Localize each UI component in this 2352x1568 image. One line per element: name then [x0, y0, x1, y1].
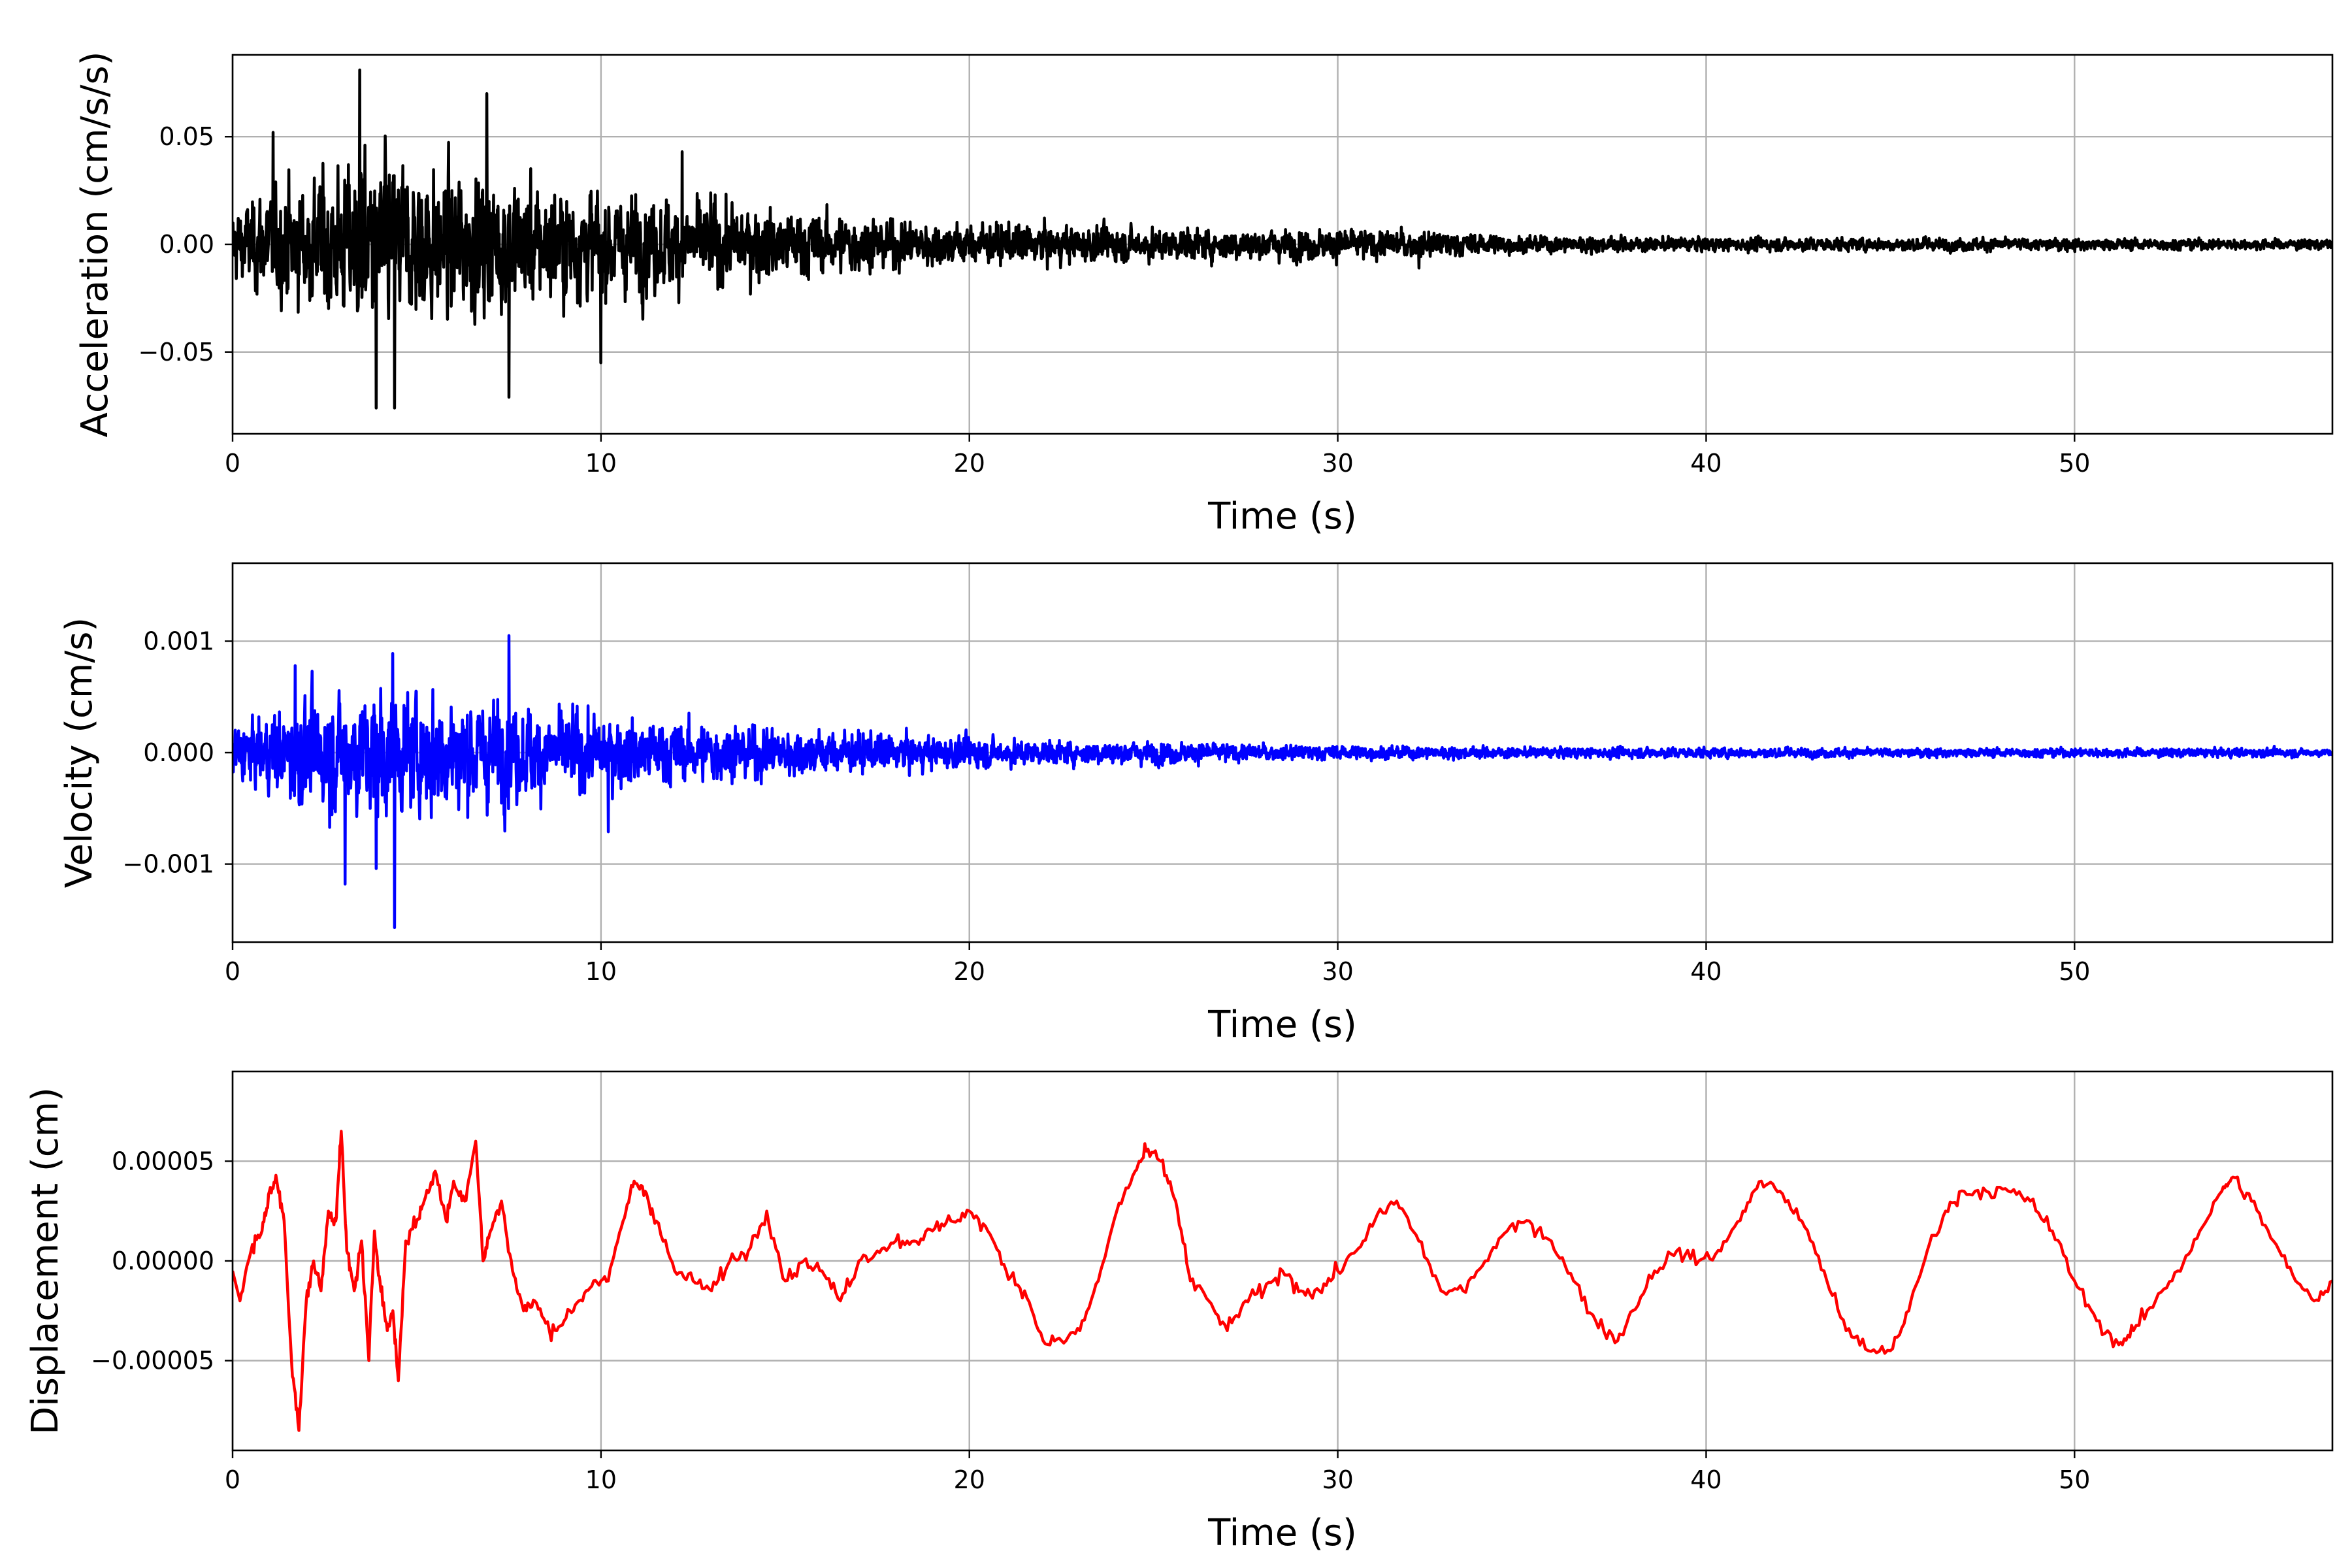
displacement-subplot: 0 10 20 30 40 50 0.00005 0.00000 −0.00005 Time (s…: [24, 1070, 2334, 1554]
displacement-yaxis-label: Displacement (cm): [24, 1087, 67, 1435]
acceleration-xtick-label: 10: [585, 449, 617, 478]
displacement-xtick-label: 50: [2059, 1465, 2090, 1494]
acceleration-xtick-label: 50: [2059, 449, 2090, 478]
acceleration-xtick-label: 20: [954, 449, 985, 478]
acceleration-xtick-label: 40: [1690, 449, 1722, 478]
velocity-xtick-label: 30: [1322, 957, 1353, 986]
displacement-xtick-label: 0: [225, 1465, 240, 1494]
velocity-xaxis-label: Time (s): [1207, 1004, 1357, 1046]
displacement-xtick-label: 40: [1690, 1465, 1722, 1494]
velocity-xtick-label: 50: [2059, 957, 2090, 986]
displacement-xtick-label: 10: [585, 1465, 617, 1494]
velocity-ytick-label: −0.001: [122, 850, 214, 879]
velocity-subplot: 0 10 20 30 40 50 0.001 0.000 −0.001 Time (s) Veloc…: [58, 562, 2334, 1046]
velocity-ytick-label: 0.001: [143, 627, 214, 655]
acceleration-series-line: [233, 68, 2332, 410]
acceleration-xaxis-label: Time (s): [1207, 495, 1357, 538]
velocity-series-line: [233, 634, 2332, 930]
displacement-xaxis-label: Time (s): [1207, 1512, 1357, 1554]
velocity-xtick-label: 40: [1690, 957, 1722, 986]
velocity-xtick-label: 0: [225, 957, 240, 986]
acceleration-ytick-label: 0.05: [159, 122, 214, 151]
displacement-xtick-label: 30: [1322, 1465, 1353, 1494]
displacement-ytick-label: 0.00000: [112, 1247, 214, 1275]
displacement-series-line: [233, 1130, 2332, 1432]
displacement-ytick-label: −0.00005: [91, 1347, 214, 1375]
acceleration-subplot: 0 10 20 30 40 50 0.05 0.00 −0.05 Time (s) Accelera…: [74, 52, 2334, 538]
velocity-xtick-label: 10: [585, 957, 617, 986]
displacement-ytick-label: 0.00005: [112, 1147, 214, 1175]
acceleration-yaxis-label: Acceleration (cm/s/s): [74, 52, 116, 438]
velocity-ytick-label: 0.000: [143, 738, 214, 767]
acceleration-ytick-label: −0.05: [139, 338, 214, 367]
velocity-xtick-label: 20: [954, 957, 985, 986]
acceleration-xtick-label: 0: [225, 449, 240, 478]
acceleration-xtick-label: 30: [1322, 449, 1353, 478]
acceleration-ytick-label: 0.00: [159, 230, 214, 259]
displacement-xtick-label: 20: [954, 1465, 985, 1494]
velocity-yaxis-label: Velocity (cm/s): [58, 617, 101, 889]
subplots: 0 10 20 30 40 50 0.05 0.00 −0.05 Time (s) Accelera…: [24, 52, 2334, 1554]
